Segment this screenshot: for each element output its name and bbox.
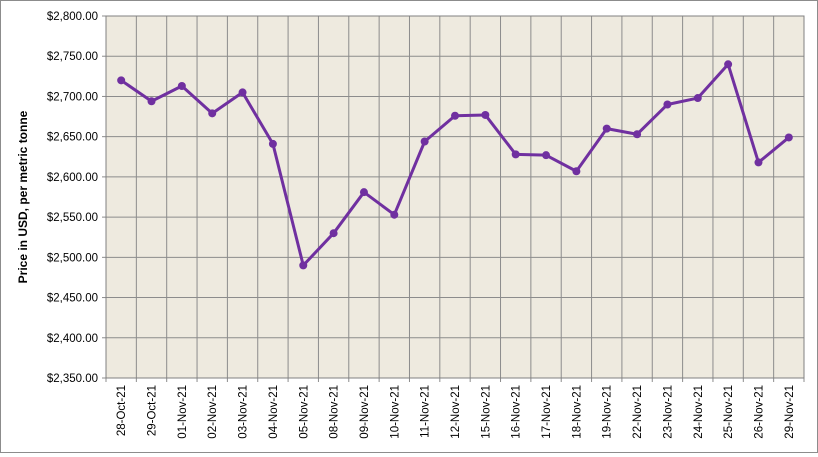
- y-tick-label: $2,650.00: [47, 132, 98, 144]
- x-tick-label: 19-Nov-21: [602, 385, 614, 439]
- data-point: [177, 81, 186, 90]
- x-tick-label: 29-Nov-21: [784, 385, 796, 439]
- data-point: [268, 139, 277, 148]
- x-tick-label: 16-Nov-21: [511, 385, 523, 439]
- y-axis-label: Price in USD, per metric tonne: [16, 110, 30, 283]
- x-tick-label: 02-Nov-21: [207, 385, 219, 439]
- x-tick-label: 26-Nov-21: [753, 385, 765, 439]
- data-point: [238, 88, 247, 97]
- x-tick-label: 01-Nov-21: [177, 385, 189, 439]
- data-point: [208, 109, 217, 118]
- data-point: [359, 188, 368, 197]
- x-tick-label: 04-Nov-21: [268, 385, 280, 439]
- x-tick-label: 05-Nov-21: [298, 385, 310, 439]
- data-point: [663, 100, 672, 109]
- x-tick-label: 23-Nov-21: [662, 385, 674, 439]
- plot-border: [105, 15, 805, 379]
- x-tick-label: 22-Nov-21: [632, 385, 644, 439]
- data-point: [390, 210, 399, 219]
- data-point: [117, 76, 126, 85]
- x-tick-label: 10-Nov-21: [389, 385, 401, 439]
- data-point: [572, 167, 581, 176]
- data-point: [693, 94, 702, 103]
- y-tick-label: $2,600.00: [47, 172, 98, 184]
- x-tick-label: 03-Nov-21: [238, 385, 250, 439]
- y-tick-label: $2,700.00: [47, 91, 98, 103]
- y-tick-label: $2,450.00: [47, 293, 98, 305]
- data-point: [420, 137, 429, 146]
- data-point: [329, 229, 338, 238]
- y-tick-label: $2,400.00: [47, 333, 98, 345]
- x-tick-label: 28-Oct-21: [116, 385, 128, 436]
- data-point: [754, 158, 763, 167]
- x-tick-label: 09-Nov-21: [359, 385, 371, 439]
- data-point: [542, 151, 551, 160]
- x-tick-label: 11-Nov-21: [420, 385, 432, 438]
- y-tick-label: $2,800.00: [47, 11, 98, 23]
- data-point: [451, 111, 459, 120]
- plot-area: [106, 16, 804, 378]
- data-point: [633, 130, 642, 139]
- x-tick-label: 17-Nov-21: [541, 385, 553, 439]
- x-tick-label: 24-Nov-21: [693, 385, 705, 439]
- data-point: [511, 150, 520, 159]
- data-point: [784, 133, 793, 142]
- y-tick-label: $2,750.00: [47, 51, 98, 63]
- data-point: [481, 110, 490, 119]
- x-tick-label: 18-Nov-21: [571, 385, 583, 439]
- data-point: [147, 97, 156, 106]
- x-tick-label: 29-Oct-21: [147, 385, 159, 436]
- data-point: [299, 261, 308, 270]
- data-point: [602, 124, 611, 133]
- y-tick-label: $2,550.00: [47, 212, 98, 224]
- y-tick-label: $2,350.00: [47, 373, 98, 385]
- data-point: [724, 60, 733, 69]
- x-tick-label: 08-Nov-21: [329, 385, 341, 439]
- x-tick-label: 12-Nov-21: [450, 385, 462, 439]
- y-tick-label: $2,500.00: [47, 252, 98, 264]
- x-tick-label: 15-Nov-21: [480, 385, 492, 439]
- x-tick-label: 25-Nov-21: [723, 385, 735, 439]
